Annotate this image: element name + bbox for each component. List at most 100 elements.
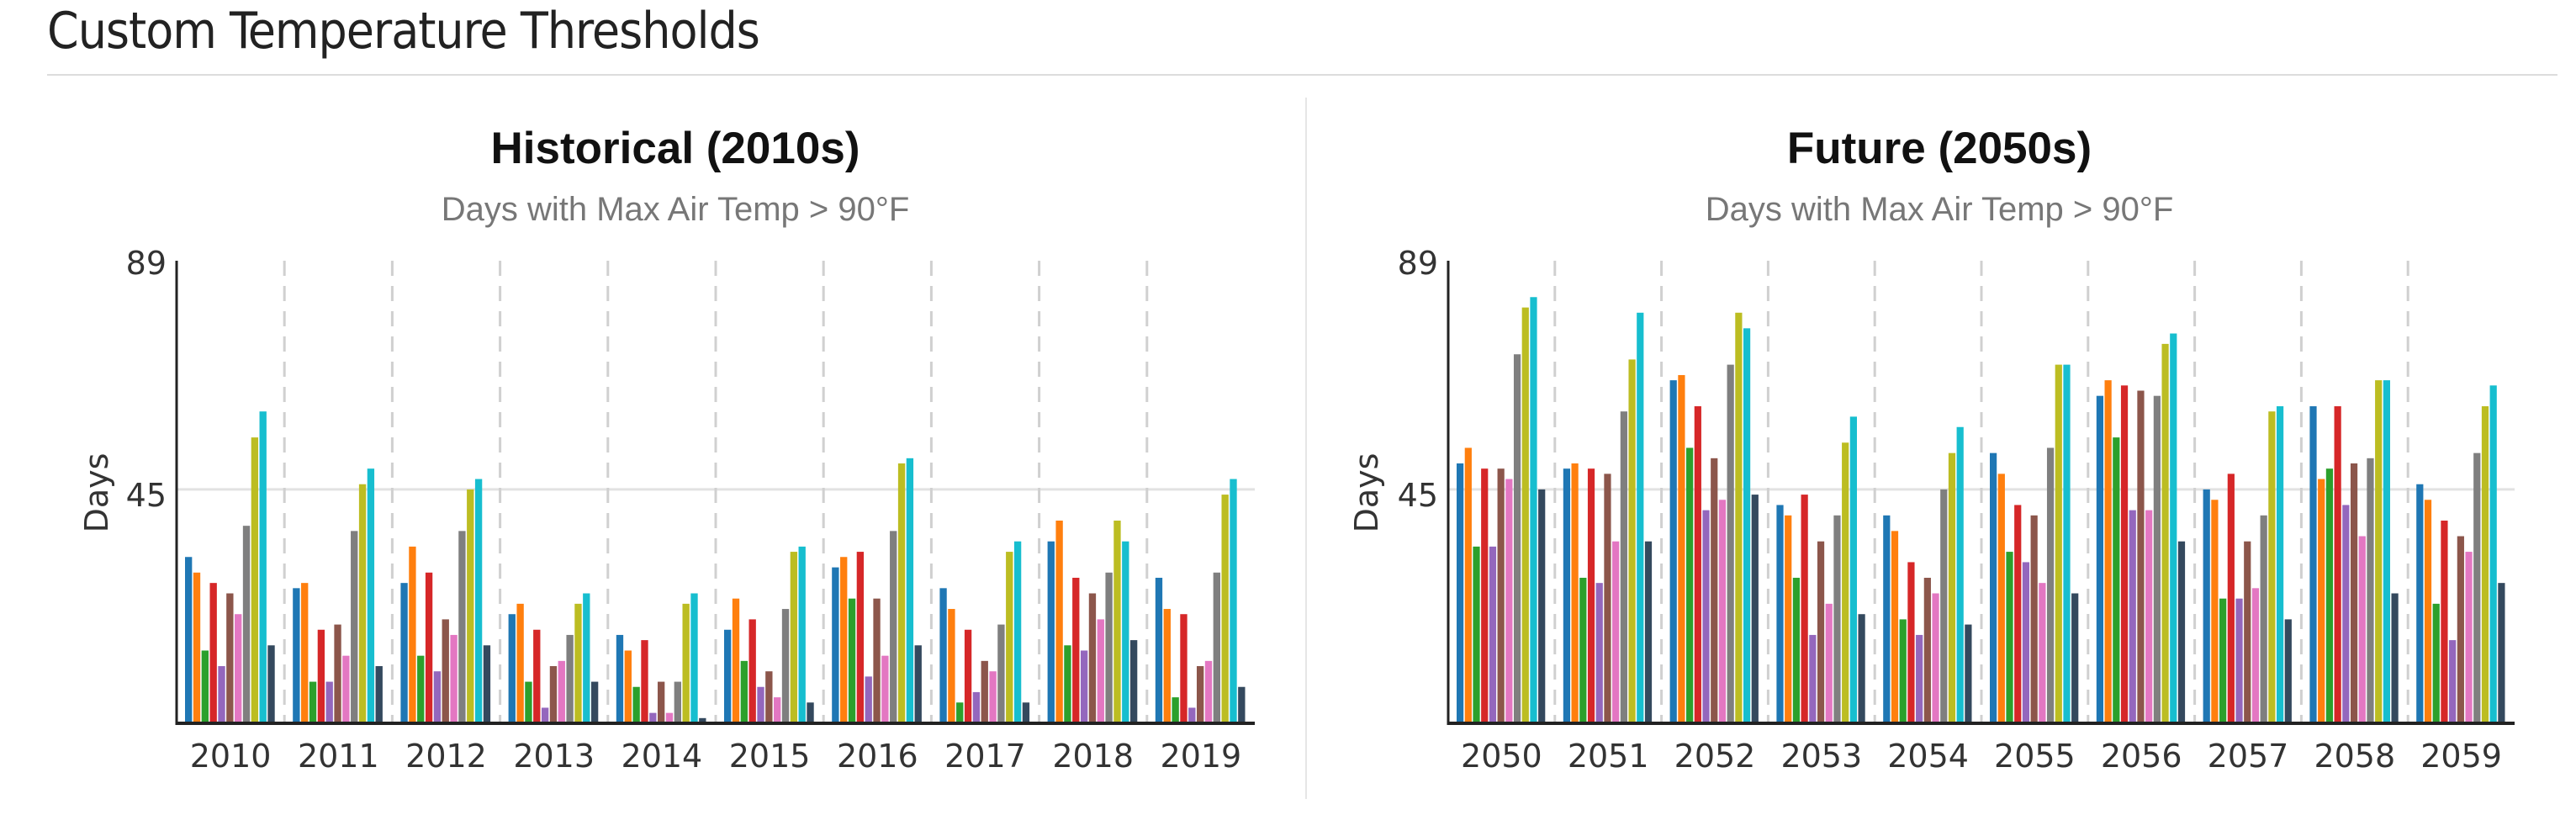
bar-2059-series-3[interactable] bbox=[2432, 603, 2440, 723]
bar-2011-series-1[interactable] bbox=[293, 588, 300, 723]
bar-2014-series-1[interactable] bbox=[616, 634, 624, 723]
bar-2017-series-1[interactable] bbox=[939, 588, 947, 723]
bar-2013-series-4[interactable] bbox=[533, 629, 541, 723]
bar-2010-series-4[interactable] bbox=[209, 583, 217, 723]
bar-2011-series-4[interactable] bbox=[317, 629, 325, 723]
bar-2053-series-1[interactable] bbox=[1776, 505, 1784, 723]
bar-2051-series-2[interactable] bbox=[1571, 463, 1579, 723]
bar-2011-series-6[interactable] bbox=[334, 624, 341, 723]
bar-2051-series-5[interactable] bbox=[1595, 583, 1603, 723]
bar-2010-series-9[interactable] bbox=[251, 437, 259, 723]
bar-2019-series-5[interactable] bbox=[1188, 707, 1196, 723]
bar-2016-series-7[interactable] bbox=[881, 655, 889, 723]
bar-2055-series-2[interactable] bbox=[1997, 474, 2005, 723]
bar-2057-series-9[interactable] bbox=[2268, 411, 2276, 723]
bar-2017-series-11[interactable] bbox=[1022, 702, 1030, 723]
bar-2016-series-11[interactable] bbox=[914, 645, 922, 723]
bar-2014-series-4[interactable] bbox=[641, 640, 648, 723]
bar-2012-series-10[interactable] bbox=[474, 479, 483, 723]
bar-2051-series-10[interactable] bbox=[1637, 312, 1644, 723]
bar-2010-series-10[interactable] bbox=[259, 411, 267, 723]
bar-2056-series-3[interactable] bbox=[2113, 437, 2120, 723]
bar-2012-series-1[interactable] bbox=[400, 583, 408, 723]
bar-2059-series-10[interactable] bbox=[2489, 385, 2497, 723]
bar-2012-series-11[interactable] bbox=[483, 645, 491, 723]
bar-2015-series-8[interactable] bbox=[781, 609, 790, 723]
bar-2058-series-8[interactable] bbox=[2367, 458, 2374, 723]
bar-2050-series-10[interactable] bbox=[1530, 297, 1537, 723]
bar-2016-series-5[interactable] bbox=[865, 676, 872, 723]
bar-2052-series-2[interactable] bbox=[1678, 374, 1685, 723]
bar-2019-series-10[interactable] bbox=[1230, 479, 1237, 723]
bar-2010-series-11[interactable] bbox=[267, 645, 275, 723]
bar-2054-series-3[interactable] bbox=[1899, 619, 1907, 723]
bar-2059-series-11[interactable] bbox=[2498, 583, 2505, 723]
bar-2013-series-11[interactable] bbox=[590, 681, 599, 723]
bar-2056-series-11[interactable] bbox=[2177, 541, 2186, 723]
bar-2015-series-1[interactable] bbox=[724, 629, 732, 723]
bar-2054-series-10[interactable] bbox=[1956, 426, 1964, 723]
bar-2011-series-9[interactable] bbox=[358, 484, 367, 723]
bar-2053-series-3[interactable] bbox=[1792, 577, 1801, 723]
bar-2054-series-8[interactable] bbox=[1940, 489, 1948, 723]
bar-2057-series-7[interactable] bbox=[2251, 588, 2260, 723]
bar-2010-series-8[interactable] bbox=[242, 526, 251, 723]
bar-2052-series-6[interactable] bbox=[1711, 458, 1718, 723]
bar-2018-series-6[interactable] bbox=[1088, 593, 1097, 723]
bar-2058-series-3[interactable] bbox=[2325, 468, 2334, 723]
bar-2056-series-1[interactable] bbox=[2096, 395, 2104, 723]
bar-2012-series-3[interactable] bbox=[417, 655, 425, 723]
bar-2017-series-8[interactable] bbox=[997, 624, 1005, 723]
bar-2053-series-6[interactable] bbox=[1817, 541, 1825, 723]
bar-2018-series-8[interactable] bbox=[1105, 572, 1113, 723]
bar-2054-series-7[interactable] bbox=[1932, 593, 1939, 723]
bar-2017-series-5[interactable] bbox=[972, 691, 981, 723]
bar-2050-series-1[interactable] bbox=[1457, 463, 1464, 723]
bar-2017-series-10[interactable] bbox=[1013, 541, 1022, 723]
bar-2056-series-7[interactable] bbox=[2145, 510, 2153, 723]
bar-2017-series-6[interactable] bbox=[981, 660, 988, 723]
bar-2059-series-5[interactable] bbox=[2449, 640, 2457, 723]
bar-2015-series-6[interactable] bbox=[765, 671, 773, 723]
bar-2019-series-1[interactable] bbox=[1155, 577, 1163, 723]
bar-2050-series-3[interactable] bbox=[1473, 546, 1480, 723]
bar-2054-series-11[interactable] bbox=[1965, 624, 1972, 723]
bar-2015-series-2[interactable] bbox=[732, 598, 740, 723]
bar-2019-series-2[interactable] bbox=[1163, 609, 1171, 723]
bar-2014-series-3[interactable] bbox=[632, 686, 640, 723]
bar-2053-series-4[interactable] bbox=[1801, 495, 1808, 723]
bar-2015-series-10[interactable] bbox=[798, 546, 806, 723]
bar-2012-series-8[interactable] bbox=[458, 531, 466, 723]
bar-2053-series-9[interactable] bbox=[1842, 442, 1849, 723]
bar-2054-series-5[interactable] bbox=[1916, 634, 1923, 723]
bar-2054-series-6[interactable] bbox=[1923, 577, 1931, 723]
bar-2055-series-3[interactable] bbox=[2006, 552, 2013, 723]
bar-2051-series-1[interactable] bbox=[1563, 468, 1571, 723]
bar-2050-series-6[interactable] bbox=[1497, 468, 1505, 723]
bar-2059-series-7[interactable] bbox=[2465, 552, 2473, 723]
bar-2055-series-8[interactable] bbox=[2046, 447, 2055, 723]
bar-2057-series-5[interactable] bbox=[2235, 598, 2243, 723]
bar-2055-series-4[interactable] bbox=[2014, 505, 2022, 723]
bar-2017-series-2[interactable] bbox=[948, 609, 955, 723]
bar-2014-series-8[interactable] bbox=[674, 681, 681, 723]
bar-2055-series-9[interactable] bbox=[2055, 364, 2062, 723]
bar-2050-series-7[interactable] bbox=[1505, 479, 1513, 723]
bar-2055-series-10[interactable] bbox=[2063, 364, 2071, 723]
bar-2016-series-1[interactable] bbox=[832, 567, 839, 723]
bar-2057-series-4[interactable] bbox=[2227, 474, 2235, 723]
bar-2058-series-10[interactable] bbox=[2383, 380, 2390, 723]
bar-2051-series-7[interactable] bbox=[1612, 541, 1620, 723]
bar-2018-series-5[interactable] bbox=[1080, 650, 1088, 723]
bar-2057-series-11[interactable] bbox=[2284, 619, 2292, 723]
bar-2011-series-11[interactable] bbox=[375, 666, 383, 723]
bar-2053-series-11[interactable] bbox=[1858, 614, 1865, 723]
bar-2012-series-9[interactable] bbox=[467, 489, 474, 723]
bar-2018-series-9[interactable] bbox=[1113, 520, 1121, 723]
bar-2015-series-4[interactable] bbox=[748, 619, 756, 723]
bar-2050-series-4[interactable] bbox=[1481, 468, 1489, 723]
bar-2059-series-2[interactable] bbox=[2424, 500, 2432, 723]
bar-2052-series-10[interactable] bbox=[1743, 328, 1751, 723]
bar-2056-series-10[interactable] bbox=[2170, 333, 2177, 723]
bar-2013-series-1[interactable] bbox=[508, 614, 516, 723]
